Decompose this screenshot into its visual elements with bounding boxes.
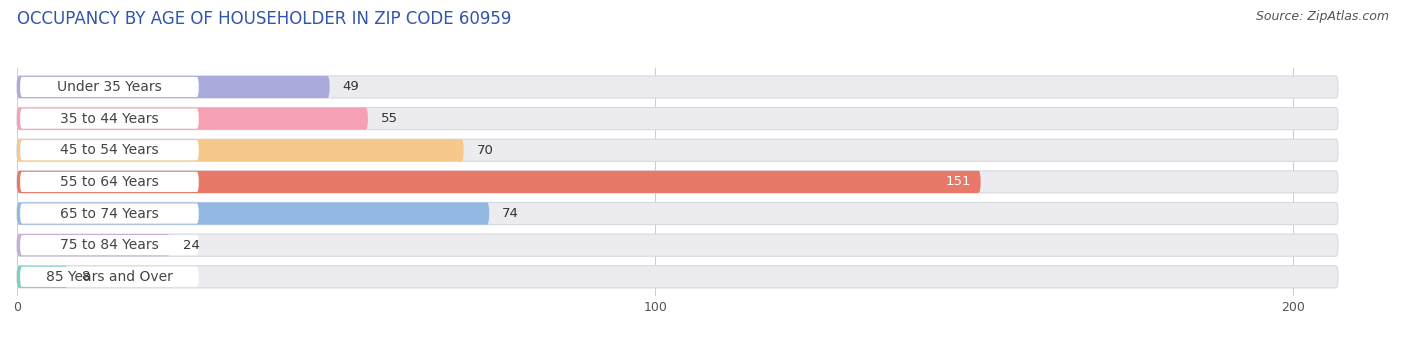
FancyBboxPatch shape <box>20 77 198 97</box>
FancyBboxPatch shape <box>17 202 1339 225</box>
FancyBboxPatch shape <box>17 234 1339 256</box>
Text: 75 to 84 Years: 75 to 84 Years <box>60 238 159 252</box>
Text: 65 to 74 Years: 65 to 74 Years <box>60 206 159 221</box>
Text: 55 to 64 Years: 55 to 64 Years <box>60 175 159 189</box>
FancyBboxPatch shape <box>17 76 1339 98</box>
FancyBboxPatch shape <box>17 171 980 193</box>
FancyBboxPatch shape <box>20 172 198 192</box>
Text: 45 to 54 Years: 45 to 54 Years <box>60 143 159 157</box>
FancyBboxPatch shape <box>17 234 170 256</box>
Text: Under 35 Years: Under 35 Years <box>58 80 162 94</box>
Text: 49: 49 <box>343 81 359 94</box>
Text: 74: 74 <box>502 207 519 220</box>
FancyBboxPatch shape <box>17 202 489 225</box>
Text: 85 Years and Over: 85 Years and Over <box>46 270 173 284</box>
Text: 24: 24 <box>183 239 200 252</box>
FancyBboxPatch shape <box>20 267 198 287</box>
FancyBboxPatch shape <box>17 266 1339 288</box>
FancyBboxPatch shape <box>17 266 67 288</box>
FancyBboxPatch shape <box>17 171 1339 193</box>
FancyBboxPatch shape <box>20 140 198 160</box>
FancyBboxPatch shape <box>17 76 329 98</box>
FancyBboxPatch shape <box>20 108 198 129</box>
FancyBboxPatch shape <box>17 139 464 162</box>
FancyBboxPatch shape <box>17 107 1339 130</box>
Text: 8: 8 <box>80 270 89 283</box>
FancyBboxPatch shape <box>20 235 198 255</box>
FancyBboxPatch shape <box>17 139 1339 162</box>
FancyBboxPatch shape <box>20 203 198 224</box>
Text: OCCUPANCY BY AGE OF HOUSEHOLDER IN ZIP CODE 60959: OCCUPANCY BY AGE OF HOUSEHOLDER IN ZIP C… <box>17 10 512 28</box>
Text: 70: 70 <box>477 144 494 157</box>
Text: 35 to 44 Years: 35 to 44 Years <box>60 112 159 125</box>
Text: 55: 55 <box>381 112 398 125</box>
Text: Source: ZipAtlas.com: Source: ZipAtlas.com <box>1256 10 1389 23</box>
FancyBboxPatch shape <box>17 107 368 130</box>
Text: 151: 151 <box>946 175 972 188</box>
